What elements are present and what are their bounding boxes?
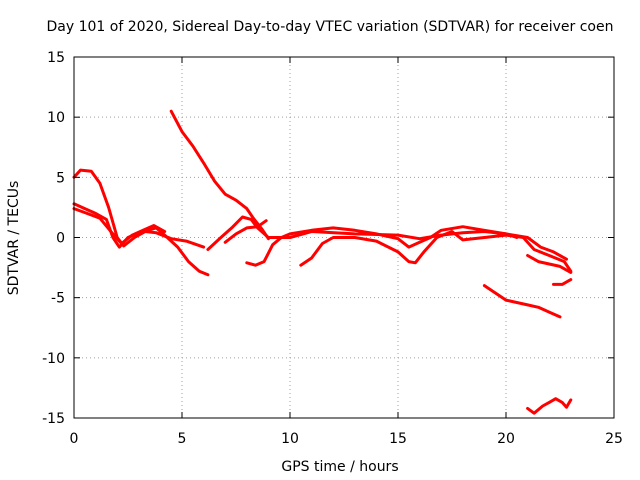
- y-tick-label: 15: [47, 50, 65, 66]
- y-tick-label: -15: [42, 411, 65, 427]
- series-line-s8: [299, 230, 573, 273]
- x-tick-label: 5: [178, 431, 187, 447]
- y-tick-label: 5: [56, 170, 65, 186]
- x-tick-label: 20: [497, 431, 515, 447]
- chart-title: Day 101 of 2020, Sidereal Day-to-day VTE…: [47, 19, 614, 35]
- series-line-s3: [72, 207, 167, 245]
- y-axis-label: SDTVAR / TECUs: [6, 181, 22, 296]
- data-series-group: [72, 109, 573, 415]
- series-line-s5: [206, 215, 519, 251]
- y-tick-label: -5: [51, 291, 65, 307]
- series-line-s12: [526, 397, 573, 415]
- x-tick-label: 10: [281, 431, 299, 447]
- x-tick-label: 0: [70, 431, 79, 447]
- series-line-s4: [169, 109, 270, 241]
- x-tick-label: 15: [389, 431, 407, 447]
- x-tick-label: 25: [605, 431, 623, 447]
- series-line-s11: [482, 284, 562, 319]
- y-tick-label: 10: [47, 110, 65, 126]
- series-line-s1: [72, 168, 206, 249]
- series-line-s10: [552, 278, 573, 286]
- y-tick-label: 0: [56, 231, 65, 247]
- y-tick-label: -10: [42, 351, 65, 367]
- series-line-s6: [223, 219, 268, 244]
- x-axis-label: GPS time / hours: [281, 459, 398, 475]
- axis-ticks: 0 5 10 15 20 25 -15 -10 -5 0 5 10 15: [42, 50, 623, 447]
- series-line-s9: [526, 254, 573, 274]
